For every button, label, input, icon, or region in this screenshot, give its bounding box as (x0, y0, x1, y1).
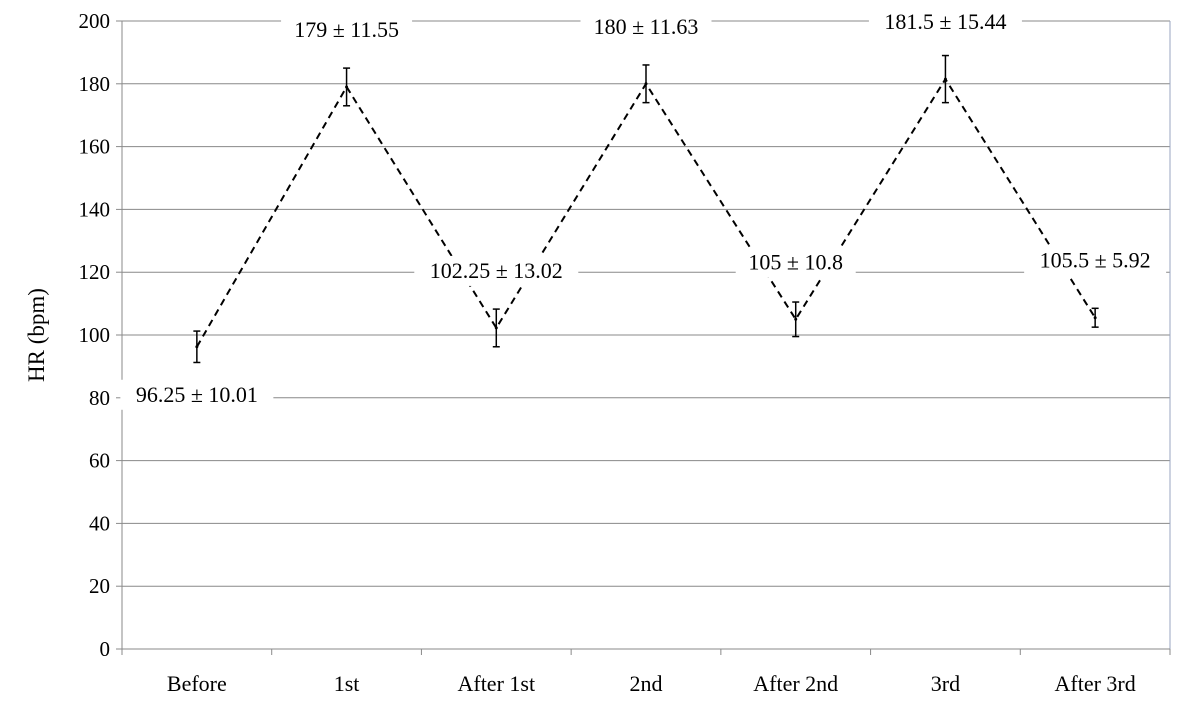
data-label: 96.25 ± 10.01 (120, 379, 274, 410)
x-tick-label: Before (167, 671, 227, 696)
data-labels: 96.25 ± 10.01 179 ± 11.55 102.25 ± 13.02 18… (120, 7, 1167, 410)
y-tick-label: 20 (89, 574, 110, 598)
y-axis-label: HR (bpm) (24, 288, 49, 382)
data-label-background (120, 379, 274, 410)
error-bar (1091, 307, 1099, 328)
y-tick-label: 60 (89, 449, 110, 473)
error-bar (343, 67, 351, 107)
data-point (943, 77, 947, 81)
x-tick-label: 1st (334, 671, 360, 696)
x-tick-label: 3rd (931, 671, 960, 696)
error-bar (792, 301, 800, 338)
data-label-background (414, 255, 579, 286)
data-point (794, 317, 798, 321)
x-tick-label: After 1st (457, 671, 535, 696)
data-label-background (281, 14, 413, 45)
data-label-background (735, 247, 856, 278)
data-label-text: 179 ± 11.55 (294, 17, 399, 42)
data-label-text: 105.5 ± 5.92 (1040, 248, 1151, 273)
y-tick-label: 180 (79, 72, 111, 96)
error-bars (193, 54, 1099, 364)
error-bar (642, 64, 650, 104)
data-label-text: 181.5 ± 15.44 (884, 9, 1006, 34)
data-label: 180 ± 11.63 (580, 11, 712, 42)
y-tick-label: 0 (100, 637, 111, 661)
data-point (345, 85, 349, 89)
data-label: 105.5 ± 5.92 (1024, 245, 1167, 276)
data-label-background (868, 7, 1022, 38)
data-label: 102.25 ± 13.02 (414, 255, 579, 286)
y-tick-label: 40 (89, 511, 110, 535)
series-line (196, 77, 1096, 348)
data-label-background (580, 11, 712, 42)
data-label: 181.5 ± 15.44 (868, 7, 1022, 38)
x-tick-label: 2nd (630, 671, 663, 696)
series-line-path (196, 77, 1096, 348)
y-tick-label: 200 (79, 9, 111, 33)
y-tick-label: 80 (89, 386, 110, 410)
error-bar (941, 54, 949, 104)
data-point (195, 345, 199, 349)
data-label-text: 105 ± 10.8 (748, 249, 843, 274)
y-tick-label: 160 (79, 135, 111, 159)
error-bar (193, 330, 201, 364)
x-tick-label: After 2nd (753, 671, 838, 696)
data-label-background (1024, 245, 1167, 276)
y-tick-label: 140 (79, 197, 111, 221)
data-point (1093, 316, 1097, 320)
data-label-text: 180 ± 11.63 (594, 14, 699, 39)
data-point (644, 82, 648, 86)
axes: 0 20 40 60 80 100 120 140 160 180 200 Before 1st Afte… (79, 9, 1171, 696)
error-bar (492, 308, 500, 348)
y-tick-label: 100 (79, 323, 111, 347)
grid (122, 20, 1170, 587)
y-tick-label: 120 (79, 260, 111, 284)
data-label: 105 ± 10.8 (735, 247, 856, 278)
data-point (494, 326, 498, 330)
data-label-text: 96.25 ± 10.01 (136, 382, 258, 407)
x-tick-label: After 3rd (1055, 671, 1136, 696)
data-label-text: 102.25 ± 13.02 (430, 258, 563, 283)
data-label: 179 ± 11.55 (281, 14, 413, 45)
